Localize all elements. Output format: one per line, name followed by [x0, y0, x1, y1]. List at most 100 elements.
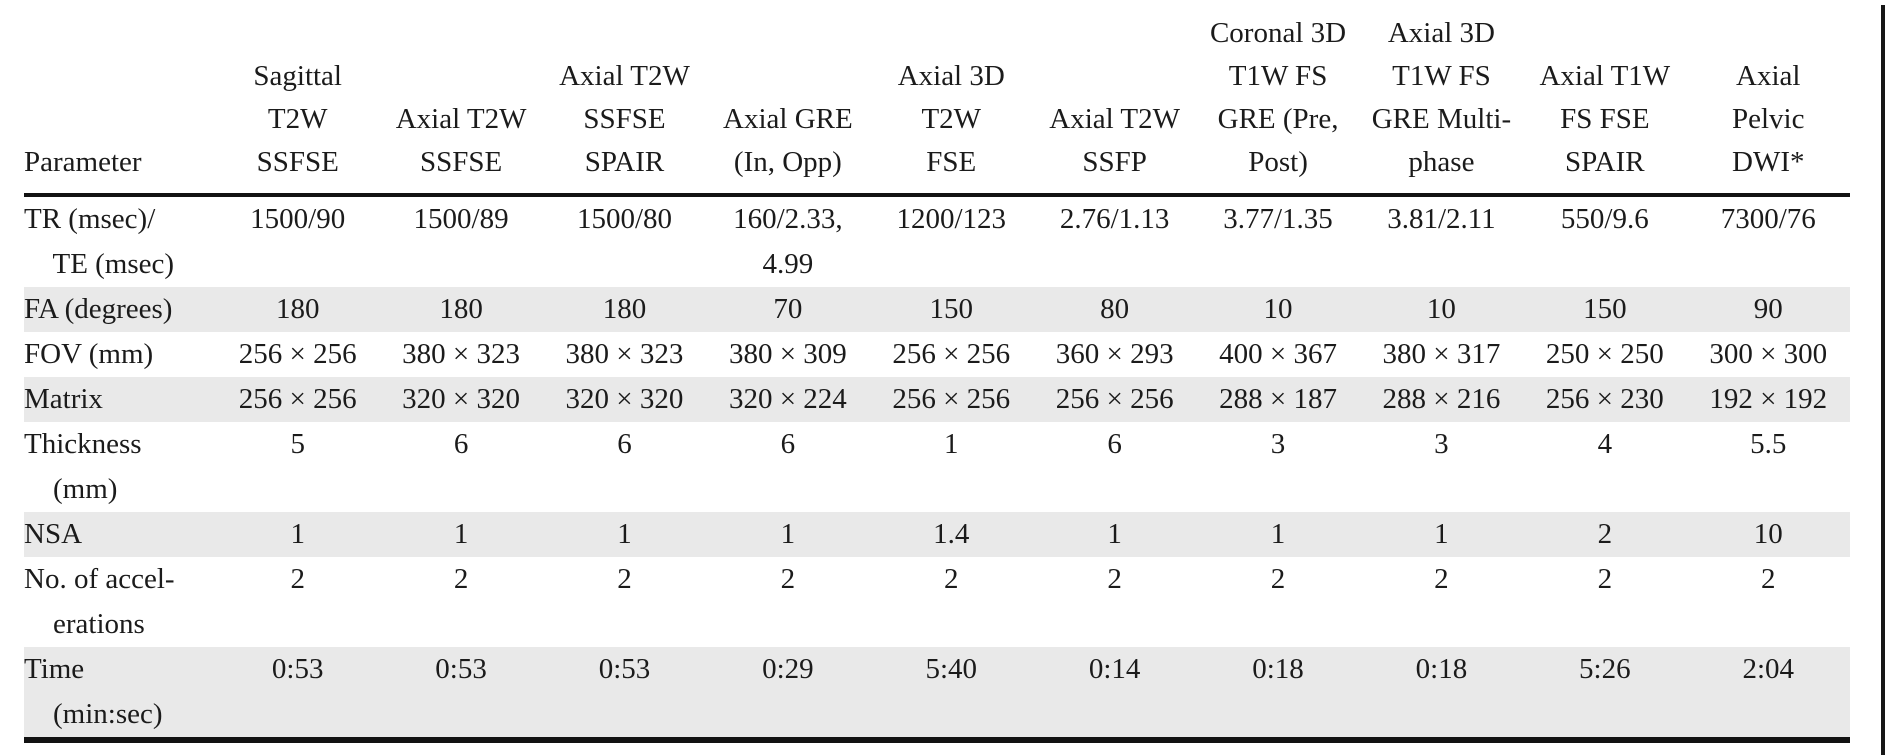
- cell: 1.4: [869, 512, 1033, 557]
- cell: 256 × 256: [238, 338, 357, 370]
- cell: 256 × 256: [1032, 377, 1197, 422]
- cell: 320 × 224: [706, 377, 870, 422]
- cell: 380 × 317: [1382, 338, 1501, 370]
- cell: 1500/80: [576, 203, 672, 235]
- cell: 1: [216, 512, 380, 557]
- cell: 256 × 256: [869, 377, 1033, 422]
- table-row-tr-te: TR (msec)/ TE (msec) 1500/90 1500/89 150…: [24, 195, 1850, 287]
- cell: 10: [1359, 287, 1524, 332]
- cell: 1: [1196, 512, 1360, 557]
- cell: 1: [944, 428, 959, 460]
- cell: 2: [1270, 563, 1286, 595]
- cell: 2: [944, 563, 959, 595]
- cell: 2: [1597, 563, 1613, 595]
- cell: 256 × 256: [216, 377, 380, 422]
- table-row-fa: FA (degrees) 180 180 180 70 150 80 10 10…: [24, 287, 1850, 332]
- cell: 1: [1032, 512, 1197, 557]
- cell: 6: [1107, 428, 1122, 460]
- cell: 0:53: [379, 647, 543, 740]
- cell: 1500/90: [250, 203, 346, 235]
- cell: 0:53: [216, 647, 380, 740]
- table-row-nsa: NSA 1 1 1 1 1.4 1 1 1 2 10: [24, 512, 1850, 557]
- cell: 2: [1761, 563, 1776, 595]
- cell: 0:18: [1196, 647, 1360, 740]
- cell: 5:26: [1523, 647, 1687, 740]
- cell: 2:04: [1686, 647, 1850, 740]
- cell: 150: [869, 287, 1033, 332]
- cell: 2: [780, 563, 796, 595]
- table-row-thickness: Thickness (mm) 5 6 6 6 1 6 3 3 4 5.5: [24, 422, 1850, 512]
- column-header-axial-t2w-ssfp: Axial T2W SSFP: [1032, 0, 1197, 197]
- cell: 250 × 250: [1545, 338, 1664, 370]
- cell: 3.77/1.35: [1223, 203, 1333, 235]
- column-header-axial-pelvic-dwi: Axial Pelvic DWI*: [1686, 0, 1850, 197]
- cell: 320 × 320: [379, 377, 543, 422]
- cell: 288 × 187: [1196, 377, 1360, 422]
- mri-parameters-table: Parameter Sagittal T2W SSFSE Axial T2W S…: [24, 0, 1850, 743]
- cell: 150: [1523, 287, 1687, 332]
- cell: 360 × 293: [1055, 338, 1174, 370]
- cell: 1: [542, 512, 707, 557]
- cell: 80: [1032, 287, 1197, 332]
- table-row-time: Time (min:sec) 0:53 0:53 0:53 0:29 5:40 …: [24, 647, 1850, 740]
- cell: 0:18: [1359, 647, 1524, 740]
- row-label: Matrix: [24, 377, 216, 422]
- cell: 380 × 323: [402, 338, 521, 370]
- cell: 1: [706, 512, 870, 557]
- cell: 192 × 192: [1686, 377, 1850, 422]
- header-row: Parameter Sagittal T2W SSFSE Axial T2W S…: [24, 0, 1850, 197]
- cell: 320 × 320: [542, 377, 707, 422]
- cell: 2: [1434, 563, 1449, 595]
- cell: 160/2.33, 4.99: [733, 203, 843, 280]
- row-label: TR (msec)/ TE (msec): [24, 203, 175, 280]
- cell: 10: [1196, 287, 1360, 332]
- cell: 2: [1523, 512, 1687, 557]
- cell: 180: [379, 287, 543, 332]
- column-header-axial-gre-in-opp: Axial GRE (In, Opp): [706, 0, 870, 197]
- column-header-axial-3d-t2w-fse: Axial 3D T2W FSE: [869, 0, 1033, 197]
- cell: 1: [1359, 512, 1524, 557]
- cell: 70: [706, 287, 870, 332]
- row-label: Thickness (mm): [24, 428, 142, 505]
- column-header-axial-t1w-fs-fse-spair: Axial T1W FS FSE SPAIR: [1523, 0, 1687, 197]
- cell: 380 × 323: [565, 338, 684, 370]
- row-label: No. of accel- erations: [24, 563, 175, 640]
- cell: 1: [379, 512, 543, 557]
- cell: 2: [453, 563, 469, 595]
- page-edge-line: [1881, 5, 1885, 755]
- cell: 6: [617, 428, 632, 460]
- column-header-axial-3d-t1w-fs-gre-multiphase: Axial 3D T1W FS GRE Multi- phase: [1359, 0, 1524, 197]
- cell: 288 × 216: [1359, 377, 1524, 422]
- cell: 90: [1686, 287, 1850, 332]
- cell: 10: [1686, 512, 1850, 557]
- cell: 6: [780, 428, 796, 460]
- cell: 380 × 309: [728, 338, 847, 370]
- cell: 256 × 256: [892, 338, 1011, 370]
- column-header-parameter: Parameter: [24, 0, 216, 197]
- cell: 7300/76: [1720, 203, 1816, 235]
- table-row-accelerations: No. of accel- erations 2 2 2 2 2 2 2 2 2…: [24, 557, 1850, 647]
- cell: 2: [1107, 563, 1122, 595]
- column-header-sagittal-t2w-ssfse: Sagittal T2W SSFSE: [216, 0, 380, 197]
- cell: 5: [290, 428, 305, 460]
- cell: 5.5: [1750, 428, 1787, 460]
- cell: 0:53: [542, 647, 707, 740]
- cell: 1500/89: [413, 203, 509, 235]
- cell: 3: [1270, 428, 1286, 460]
- cell: 2.76/1.13: [1059, 203, 1170, 235]
- cell: 180: [216, 287, 380, 332]
- cell: 1200/123: [896, 203, 1007, 235]
- row-label: FA (degrees): [24, 287, 216, 332]
- table-row-fov: FOV (mm) 256 × 256 380 × 323 380 × 323 3…: [24, 332, 1850, 377]
- cell: 256 × 230: [1523, 377, 1687, 422]
- row-label: FOV (mm): [24, 338, 154, 370]
- cell: 3.81/2.11: [1387, 203, 1496, 235]
- mri-parameters-table-container: Parameter Sagittal T2W SSFSE Axial T2W S…: [24, 0, 1850, 743]
- cell: 3: [1434, 428, 1449, 460]
- column-header-axial-t2w-ssfse: Axial T2W SSFSE: [379, 0, 543, 197]
- cell: 2: [617, 563, 632, 595]
- cell: 300 × 300: [1709, 338, 1828, 370]
- cell: 5:40: [869, 647, 1033, 740]
- cell: 0:29: [706, 647, 870, 740]
